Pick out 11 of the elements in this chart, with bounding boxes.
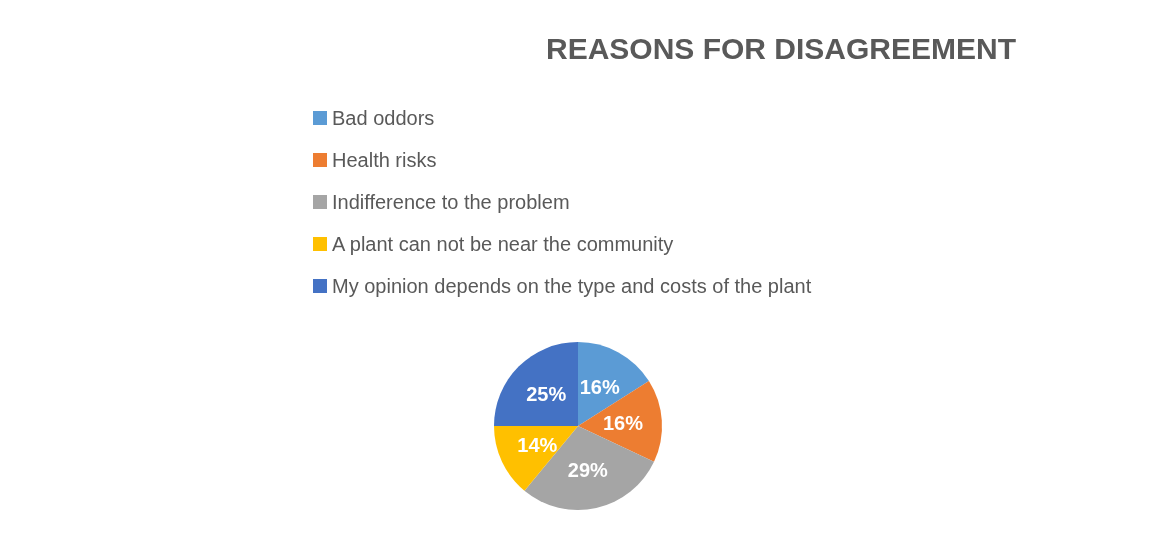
- data-label: 16%: [602, 412, 644, 435]
- legend-label: A plant can not be near the community: [332, 233, 674, 255]
- legend-label: Bad oddors: [332, 107, 435, 129]
- data-label: 25%: [526, 383, 567, 406]
- data-label: 16%: [579, 375, 620, 398]
- legend-label: Health risks: [332, 149, 437, 171]
- data-label: 29%: [567, 458, 609, 481]
- legend-label: My opinion depends on the type and costs of the plant: [332, 275, 812, 297]
- data-label: 14%: [517, 434, 558, 457]
- legend-label: Indifference to the problem: [332, 191, 570, 213]
- chart-title: REASONS FOR DISAGREEMENT: [545, 31, 1017, 65]
